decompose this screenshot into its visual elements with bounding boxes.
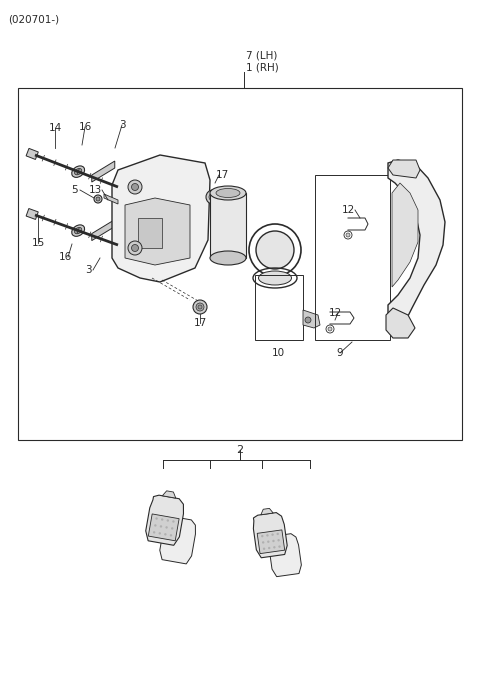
Polygon shape: [261, 508, 273, 515]
Ellipse shape: [94, 195, 102, 203]
Ellipse shape: [72, 166, 84, 178]
Ellipse shape: [193, 300, 207, 314]
Polygon shape: [138, 218, 162, 248]
Ellipse shape: [216, 188, 240, 197]
Polygon shape: [26, 209, 38, 220]
Text: 15: 15: [31, 238, 45, 248]
Polygon shape: [392, 183, 418, 287]
Ellipse shape: [210, 186, 246, 200]
Ellipse shape: [72, 225, 84, 237]
Circle shape: [128, 241, 142, 255]
Bar: [255, 275, 303, 340]
Text: 12: 12: [341, 205, 355, 215]
Text: (020701-): (020701-): [8, 14, 59, 24]
Circle shape: [171, 527, 173, 530]
Circle shape: [166, 526, 168, 529]
Ellipse shape: [259, 271, 291, 285]
Circle shape: [346, 233, 350, 237]
Polygon shape: [92, 161, 115, 182]
Circle shape: [132, 245, 139, 252]
Circle shape: [170, 534, 172, 536]
Bar: [18, 88, 462, 440]
Text: 3: 3: [119, 120, 125, 130]
Text: 13: 13: [88, 185, 102, 195]
Circle shape: [158, 532, 161, 534]
Text: 9: 9: [336, 348, 343, 358]
Text: 17: 17: [193, 318, 206, 328]
Circle shape: [263, 548, 265, 550]
Circle shape: [261, 535, 264, 537]
Text: 1 (RH): 1 (RH): [246, 62, 279, 72]
Circle shape: [262, 541, 264, 544]
Ellipse shape: [210, 251, 246, 265]
Text: 7 (LH): 7 (LH): [246, 50, 277, 60]
Ellipse shape: [256, 231, 294, 269]
Polygon shape: [303, 310, 320, 328]
Circle shape: [154, 524, 156, 527]
Ellipse shape: [209, 193, 217, 201]
Circle shape: [128, 180, 142, 194]
Circle shape: [132, 184, 139, 191]
Circle shape: [271, 534, 274, 536]
Polygon shape: [125, 198, 190, 265]
Circle shape: [278, 545, 281, 548]
Ellipse shape: [211, 195, 215, 199]
Polygon shape: [257, 530, 285, 554]
Bar: [315, 175, 390, 340]
Text: 16: 16: [78, 122, 92, 132]
Polygon shape: [253, 513, 287, 558]
Text: 3: 3: [84, 265, 91, 275]
Ellipse shape: [206, 190, 220, 204]
Text: 14: 14: [48, 123, 61, 133]
Circle shape: [266, 534, 269, 536]
Circle shape: [267, 540, 269, 543]
Ellipse shape: [96, 197, 100, 201]
Bar: [210, 193, 246, 258]
Ellipse shape: [74, 168, 82, 175]
Circle shape: [172, 520, 175, 523]
Circle shape: [167, 519, 169, 521]
Circle shape: [272, 540, 275, 542]
Ellipse shape: [196, 303, 204, 311]
Circle shape: [153, 531, 156, 534]
Polygon shape: [92, 220, 115, 241]
Circle shape: [268, 547, 270, 549]
Polygon shape: [269, 534, 301, 577]
Polygon shape: [112, 155, 210, 282]
Polygon shape: [160, 517, 195, 564]
Text: 2: 2: [237, 445, 243, 455]
Circle shape: [164, 533, 167, 536]
Polygon shape: [388, 160, 445, 328]
Circle shape: [273, 546, 276, 549]
Text: 10: 10: [271, 348, 285, 358]
Ellipse shape: [198, 305, 202, 309]
Circle shape: [328, 327, 332, 331]
Text: 17: 17: [216, 170, 228, 180]
Polygon shape: [26, 148, 38, 159]
Circle shape: [161, 518, 163, 521]
Polygon shape: [146, 495, 183, 545]
Text: 5: 5: [72, 185, 78, 195]
Circle shape: [305, 317, 311, 323]
Text: 16: 16: [59, 252, 72, 262]
Circle shape: [160, 525, 162, 527]
Polygon shape: [162, 491, 176, 498]
Polygon shape: [104, 194, 118, 204]
Polygon shape: [388, 160, 420, 178]
Ellipse shape: [74, 227, 82, 234]
Polygon shape: [386, 308, 415, 338]
Polygon shape: [148, 514, 179, 541]
Circle shape: [156, 517, 158, 520]
Text: 12: 12: [328, 308, 342, 318]
Circle shape: [277, 539, 280, 542]
Circle shape: [276, 533, 279, 535]
